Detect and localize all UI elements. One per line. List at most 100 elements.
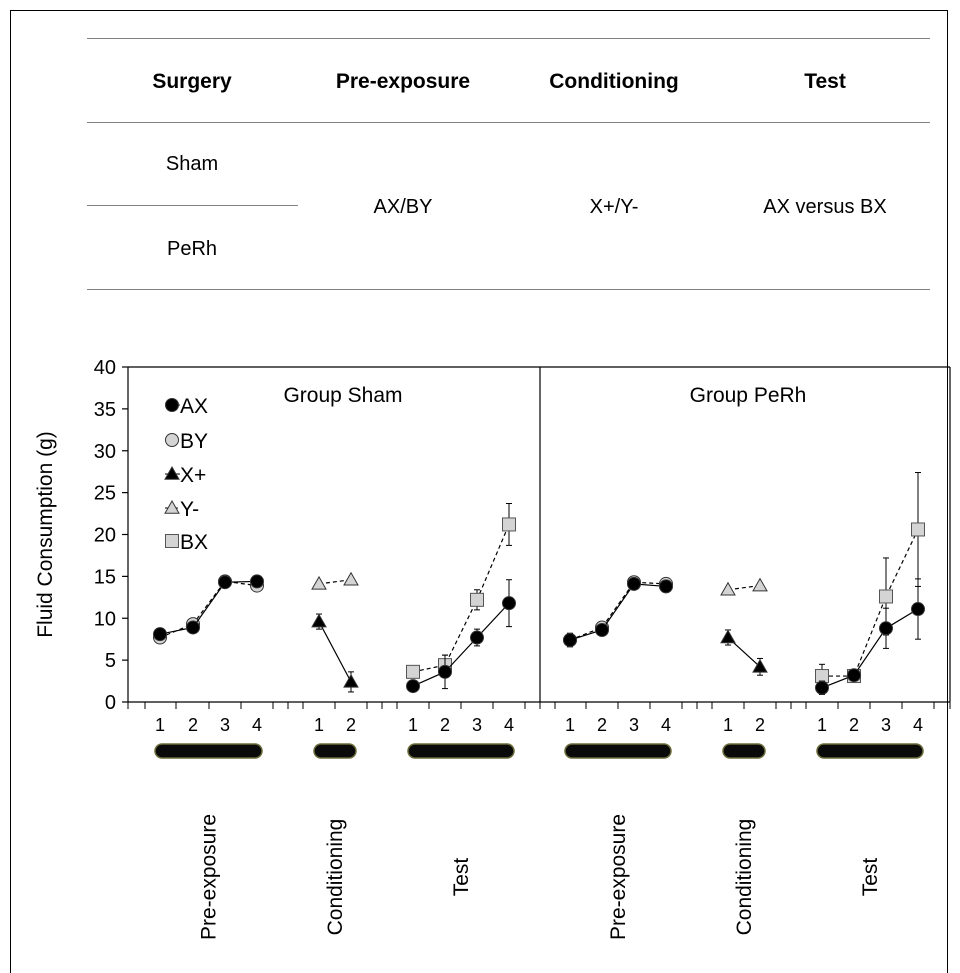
phase-label: Conditioning (324, 819, 347, 936)
data-point-AX (186, 620, 200, 635)
x-tick-label: 3 (220, 715, 230, 735)
y-tick-label: 5 (105, 650, 116, 672)
cell-test: AX versus BX (763, 196, 887, 218)
phase-bar (816, 743, 924, 759)
legend-label-Y-: Y- (180, 498, 199, 521)
x-tick-label: 4 (504, 715, 514, 735)
y-tick-label: 10 (94, 608, 116, 630)
legend-label-X+: X+ (180, 464, 206, 487)
data-point-X+ (752, 658, 768, 673)
phase-label: Pre-exposure (198, 814, 221, 940)
series-line-X+ (318, 621, 352, 683)
phase-bar (407, 743, 515, 759)
x-tick-label: 4 (913, 715, 923, 735)
x-tick-label: 2 (346, 715, 356, 735)
phase-label: Test (450, 858, 473, 897)
series-line-AX (159, 580, 258, 635)
y-tick-label: 35 (94, 399, 116, 421)
figure-frame (10, 10, 948, 973)
data-point-AX (595, 622, 609, 637)
y-tick-label: 25 (94, 483, 116, 505)
series-line-AX (569, 583, 667, 641)
data-point-Y- (311, 575, 327, 590)
panel-title: Group PeRh (690, 384, 807, 407)
series-line-BX (412, 524, 510, 673)
data-point-BX (879, 589, 893, 604)
x-tick-label: 1 (565, 715, 575, 735)
legend-label-AX: AX (180, 395, 208, 418)
legend-marker-X+ (164, 465, 180, 480)
data-point-AX (502, 596, 516, 611)
cell-pre-exposure: AX/BY (373, 196, 433, 218)
x-tick-label: 1 (155, 715, 165, 735)
data-point-BX (502, 517, 516, 532)
phase-label: Conditioning (733, 819, 756, 936)
table-bottom-rule (87, 289, 930, 290)
data-point-X+ (311, 613, 327, 628)
table-group-rule (87, 205, 298, 206)
data-point-BX (470, 592, 484, 607)
x-tick-label: 3 (472, 715, 482, 735)
data-point-AX (627, 576, 641, 591)
x-tick-label: 1 (408, 715, 418, 735)
data-point-X+ (343, 673, 359, 688)
data-point-AX (250, 574, 264, 589)
series-line-Y- (318, 579, 352, 585)
phase-bar (154, 743, 263, 759)
phase-bar (722, 743, 766, 759)
legend-marker-BX (165, 534, 179, 548)
x-tick-label: 4 (252, 715, 262, 735)
y-tick-label: 40 (94, 357, 116, 379)
header-surgery: Surgery (152, 70, 232, 93)
data-point-BX (406, 664, 420, 679)
data-point-AX (470, 630, 484, 645)
legend-label-BX: BX (180, 531, 208, 554)
x-tick-label: 4 (661, 715, 671, 735)
x-tick-label: 2 (849, 715, 859, 735)
series-line-BX (822, 529, 919, 677)
panel-title: Group Sham (283, 384, 402, 407)
data-point-X+ (720, 629, 736, 644)
x-tick-label: 2 (440, 715, 450, 735)
x-tick-label: 1 (817, 715, 827, 735)
table-top-rule (87, 38, 930, 39)
legend-marker-Y- (164, 499, 180, 514)
x-tick-label: 2 (755, 715, 765, 735)
header-test: Test (804, 70, 846, 93)
data-point-Y- (720, 581, 736, 596)
x-tick-label: 3 (629, 715, 639, 735)
data-point-AX (153, 627, 167, 642)
data-point-AX (563, 633, 577, 648)
x-tick-label: 2 (597, 715, 607, 735)
cell-conditioning: X+/Y- (589, 196, 639, 218)
x-tick-label: 2 (188, 715, 198, 735)
y-tick-label: 20 (94, 525, 116, 547)
phase-bar (564, 743, 672, 759)
phase-label: Pre-exposure (607, 814, 630, 940)
header-conditioning: Conditioning (549, 70, 679, 93)
data-point-AX (911, 602, 925, 617)
y-tick-label: 0 (105, 692, 116, 714)
x-tick-label: 3 (881, 715, 891, 735)
series-line-Y- (727, 584, 761, 591)
data-point-AX (847, 668, 861, 683)
data-point-Y- (343, 571, 359, 586)
data-point-AX (659, 579, 673, 594)
phase-bar (313, 743, 357, 759)
data-point-AX (879, 621, 893, 636)
series-line-AX (821, 608, 919, 689)
data-point-AX (438, 664, 452, 679)
phase-label: Test (859, 858, 882, 897)
table-header-rule (87, 122, 930, 123)
y-tick-label: 30 (94, 441, 116, 463)
data-point-Y- (752, 577, 768, 592)
series-line-BY (159, 580, 258, 639)
x-tick-label: 1 (314, 715, 324, 735)
legend-marker-AX (165, 398, 179, 412)
y-tick-label: 15 (94, 566, 116, 588)
header-pre-exposure: Pre-exposure (335, 70, 471, 93)
data-point-AX (406, 679, 420, 694)
cell-perh: PeRh (166, 238, 218, 260)
data-point-AX (218, 575, 232, 590)
